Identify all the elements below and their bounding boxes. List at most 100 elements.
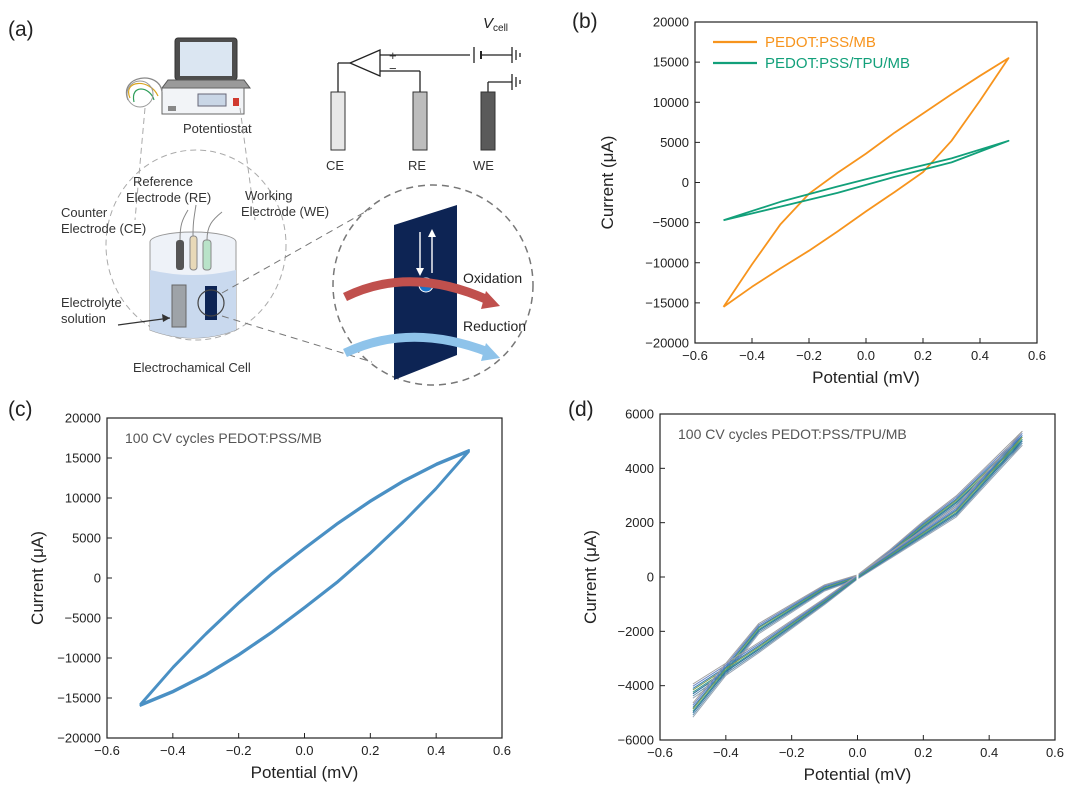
y-tick-label: −10000 <box>57 651 101 666</box>
x-tick-label: 0.4 <box>427 743 445 758</box>
x-tick-label: 0.6 <box>493 743 511 758</box>
potentiostat-label: Potentiostat <box>183 121 252 136</box>
zoom-line <box>221 207 373 294</box>
y-tick-label: 5000 <box>72 531 101 546</box>
reduction-label: Reduction <box>463 318 526 334</box>
x-tick-label: −0.4 <box>713 745 739 760</box>
panel-label-a: (a) <box>8 18 34 41</box>
x-tick-label: 0.6 <box>1046 745 1064 760</box>
y-axis-title: Current (μA) <box>28 531 47 625</box>
vcell-label: Vcell <box>483 15 508 34</box>
x-tick-label: −0.4 <box>160 743 186 758</box>
legend-label: PEDOT:PSS/MB <box>765 34 876 51</box>
y-tick-label: −4000 <box>617 678 654 693</box>
x-axis-title: Potential (mV) <box>251 763 359 782</box>
cycle-trace <box>692 430 1023 704</box>
y-axis-title: Current (μA) <box>581 530 600 624</box>
panel-label-c: (c) <box>8 398 33 421</box>
cycle-trace <box>692 433 1023 706</box>
counter-electrode-icon <box>330 91 346 151</box>
reference-electrode-icon <box>412 91 428 151</box>
y-tick-label: 0 <box>647 570 654 585</box>
y-axis-title: Current (μA) <box>598 136 617 230</box>
y-tick-label: 4000 <box>625 461 654 476</box>
legend-label: PEDOT:PSS/TPU/MB <box>765 55 910 72</box>
y-tick-label: −15000 <box>57 691 101 706</box>
electrolyte-arrowhead-icon <box>162 314 170 322</box>
electrolyte-label-2: solution <box>61 311 106 326</box>
y-tick-label: 5000 <box>660 135 689 150</box>
y-tick-label: −20000 <box>645 336 689 351</box>
y-tick-label: −6000 <box>617 733 654 748</box>
counter-electrode-label-1: Counter <box>61 205 108 220</box>
x-tick-label: 0.0 <box>848 745 866 760</box>
zoom-line <box>221 315 373 363</box>
cycle-trace <box>139 448 470 705</box>
reference-electrode-label-1: Reference <box>133 174 193 189</box>
reference-electrode-label-2: Electrode (RE) <box>126 190 211 205</box>
x-axis-title: Potential (mV) <box>804 765 912 784</box>
y-tick-label: 0 <box>682 175 689 190</box>
x-tick-label: 0.2 <box>361 743 379 758</box>
y-tick-label: 10000 <box>653 95 689 110</box>
y-tick-label: −10000 <box>645 255 689 270</box>
connector-line <box>134 107 146 221</box>
plus-sign: + <box>389 48 397 63</box>
x-tick-label: −0.2 <box>779 745 805 760</box>
cell-label: Electrochamical Cell <box>133 360 251 375</box>
cycle-trace <box>692 435 1023 708</box>
y-tick-label: 15000 <box>65 451 101 466</box>
x-tick-label: −0.6 <box>94 743 120 758</box>
x-tick-label: 0.4 <box>971 348 989 363</box>
y-tick-label: −20000 <box>57 731 101 746</box>
working-electrode-icon <box>480 91 496 151</box>
y-tick-label: 0 <box>94 571 101 586</box>
chart-annotation: 100 CV cycles PEDOT:PSS/TPU/MB <box>678 426 907 442</box>
working-electrode-label-1: Working <box>245 188 292 203</box>
series-line-0 <box>722 57 1010 308</box>
x-tick-label: 0.2 <box>914 745 932 760</box>
re-label: RE <box>408 158 426 173</box>
x-tick-label: 0.0 <box>857 348 875 363</box>
y-tick-label: 6000 <box>625 407 654 422</box>
oxidation-label: Oxidation <box>463 270 522 286</box>
x-tick-label: 0.2 <box>914 348 932 363</box>
y-tick-label: 2000 <box>625 515 654 530</box>
electrochemical-cell-icon <box>105 149 287 341</box>
y-tick-label: −5000 <box>64 611 101 626</box>
x-axis-title: Potential (mV) <box>812 368 920 387</box>
we-label: WE <box>473 158 494 173</box>
y-tick-label: 20000 <box>653 15 689 30</box>
x-tick-label: 0.0 <box>295 743 313 758</box>
x-tick-label: −0.6 <box>647 745 673 760</box>
panel-label-d: (d) <box>568 398 594 421</box>
connector-line <box>239 107 256 221</box>
y-tick-label: 20000 <box>65 411 101 426</box>
y-tick-label: −15000 <box>645 295 689 310</box>
circuit-diagram <box>337 47 521 92</box>
chart-annotation: 100 CV cycles PEDOT:PSS/MB <box>125 430 322 446</box>
oxidation-arrow-icon <box>343 277 490 305</box>
y-tick-label: −5000 <box>652 215 689 230</box>
electrochemical-setup-schematic: Potentiostat + − Vcell CE RE WE <box>61 15 534 386</box>
x-tick-label: 0.4 <box>980 745 998 760</box>
series-line-1 <box>723 139 1010 222</box>
x-tick-label: −0.4 <box>739 348 765 363</box>
working-electrode-label-2: Electrode (WE) <box>241 204 329 219</box>
x-tick-label: 0.6 <box>1028 348 1046 363</box>
y-tick-label: 15000 <box>653 55 689 70</box>
ce-label: CE <box>326 158 344 173</box>
electrolyte-label-1: Electrolyte <box>61 295 122 310</box>
y-tick-label: 10000 <box>65 491 101 506</box>
potentiostat-icon <box>125 37 251 115</box>
x-tick-label: −0.2 <box>796 348 822 363</box>
y-tick-label: −2000 <box>617 624 654 639</box>
minus-sign: − <box>389 61 397 76</box>
panel-label-b: (b) <box>572 10 598 33</box>
counter-electrode-label-2: Electrode (CE) <box>61 221 146 236</box>
x-tick-label: −0.6 <box>682 348 708 363</box>
zoom-circle <box>332 184 534 386</box>
